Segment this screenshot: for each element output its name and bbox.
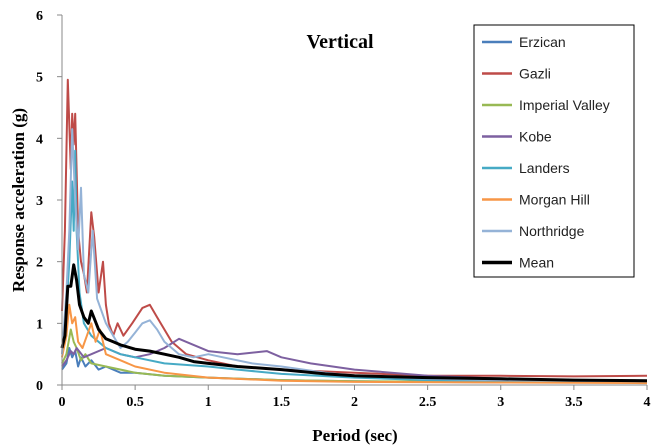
x-tick-label: 0 (59, 395, 66, 410)
legend-items: Erzican Gazli Imperial Valley Kobe Landers Mo… (482, 34, 610, 271)
legend-label: Northridge (519, 223, 585, 239)
series-line-northridge (61, 128, 648, 383)
chart-title: Vertical (306, 31, 373, 53)
x-axis-title: Period (sec) (312, 426, 397, 445)
series-layer (60, 78, 648, 385)
y-tick-label: 3 (36, 194, 43, 209)
x-tick-label: 4 (644, 395, 651, 410)
x-tick-label: 1 (205, 395, 212, 410)
series-line-kobe (61, 337, 648, 382)
legend-box (473, 24, 635, 278)
y-tick-label: 5 (36, 71, 43, 86)
series-line-morgan-hill (61, 303, 648, 385)
ticks-layer: 0 0.5 1 1.5 2 2.5 3 3.5 4 0 1 2 3 4 5 6 (36, 9, 651, 410)
legend-label: Landers (519, 160, 570, 176)
legend-label: Imperial Valley (519, 97, 610, 113)
x-tick-label: 0.5 (126, 395, 144, 410)
y-axis-title: Response acceleration (g) (9, 108, 28, 292)
x-tick-label: 3 (497, 395, 504, 410)
series-line-mean (60, 263, 648, 383)
y-tick-label: 1 (36, 317, 43, 332)
plot-area: 0 0.5 1 1.5 2 2.5 3 3.5 4 0 1 2 3 4 5 6 (36, 9, 651, 410)
x-tick-label: 2.5 (419, 395, 437, 410)
series-line-imperial-valley (61, 328, 647, 383)
x-tick-label: 3.5 (565, 395, 583, 410)
legend-label: Morgan Hill (519, 192, 590, 208)
legend-label: Erzican (519, 34, 566, 50)
y-tick-label: 2 (36, 256, 43, 271)
series-line-landers (61, 149, 648, 383)
legend-label: Gazli (519, 66, 551, 82)
y-tick-label: 6 (36, 9, 43, 24)
y-tick-label: 4 (36, 132, 43, 147)
legend-label: Mean (519, 255, 554, 271)
y-tick-label: 0 (36, 379, 43, 394)
legend: Erzican Gazli Imperial Valley Kobe Landers Mo… (473, 24, 635, 278)
legend-label: Kobe (519, 129, 552, 145)
x-tick-label: 1.5 (273, 395, 291, 410)
x-tick-label: 2 (351, 395, 358, 410)
